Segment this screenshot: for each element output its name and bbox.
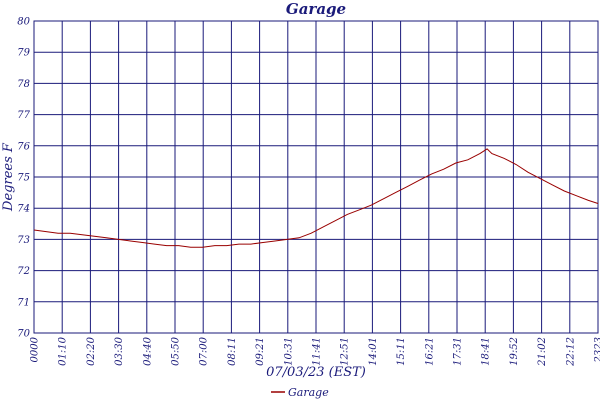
x-tick-label: 0000 — [30, 336, 41, 362]
series-line-garage — [33, 148, 599, 248]
y-tick-label: 79 — [17, 48, 30, 59]
y-tick-label: 76 — [17, 141, 30, 152]
y-tick-label: 77 — [17, 110, 30, 121]
x-tick-label: 09:21 — [255, 337, 266, 366]
x-tick-label: 05:50 — [171, 336, 182, 365]
y-tick-label: 73 — [17, 235, 30, 246]
grid — [33, 20, 599, 334]
x-tick-label: 07:00 — [199, 336, 210, 365]
x-tick-label: 01:10 — [58, 336, 69, 365]
y-tick-label: 78 — [17, 79, 30, 90]
x-tick-label: 10:31 — [283, 337, 294, 366]
x-tick-label: 17:31 — [453, 337, 464, 366]
y-tick-label: 80 — [17, 17, 30, 28]
y-tick-label: 72 — [17, 266, 30, 277]
x-axis-ticks: 0000 01:10 02:20 03:30 04:40 05:50 07:00 08:11 0… — [30, 336, 600, 366]
x-tick-label: 21:02 — [537, 337, 548, 367]
y-tick-label: 70 — [17, 329, 30, 340]
legend-label-garage: Garage — [288, 386, 329, 399]
y-axis-ticks: 70 71 72 73 74 75 76 77 78 79 80 — [17, 17, 30, 340]
legend: Garage — [271, 386, 329, 399]
x-tick-label: 03:30 — [114, 336, 125, 365]
x-tick-label: 08:11 — [227, 337, 238, 366]
x-tick-label: 2323 — [594, 337, 600, 363]
chart-title: Garage — [286, 0, 346, 18]
x-tick-label: 16:21 — [424, 337, 435, 366]
x-axis-label: 07/03/23 (EST) — [266, 365, 366, 380]
x-tick-label: 11:41 — [312, 337, 323, 366]
x-tick-label: 22:12 — [565, 337, 576, 367]
x-tick-label: 14:01 — [368, 337, 379, 366]
x-tick-label: 04:40 — [142, 336, 153, 365]
y-tick-label: 75 — [17, 173, 30, 184]
x-tick-label: 19:52 — [509, 337, 520, 366]
y-tick-label: 71 — [17, 297, 30, 308]
x-tick-label: 02:20 — [86, 336, 97, 365]
y-tick-label: 74 — [17, 204, 30, 215]
x-tick-label: 18:41 — [481, 337, 492, 366]
x-tick-label: 15:11 — [396, 337, 407, 366]
y-axis-label: Degrees F — [1, 142, 16, 212]
x-tick-label: 12:51 — [340, 337, 351, 366]
